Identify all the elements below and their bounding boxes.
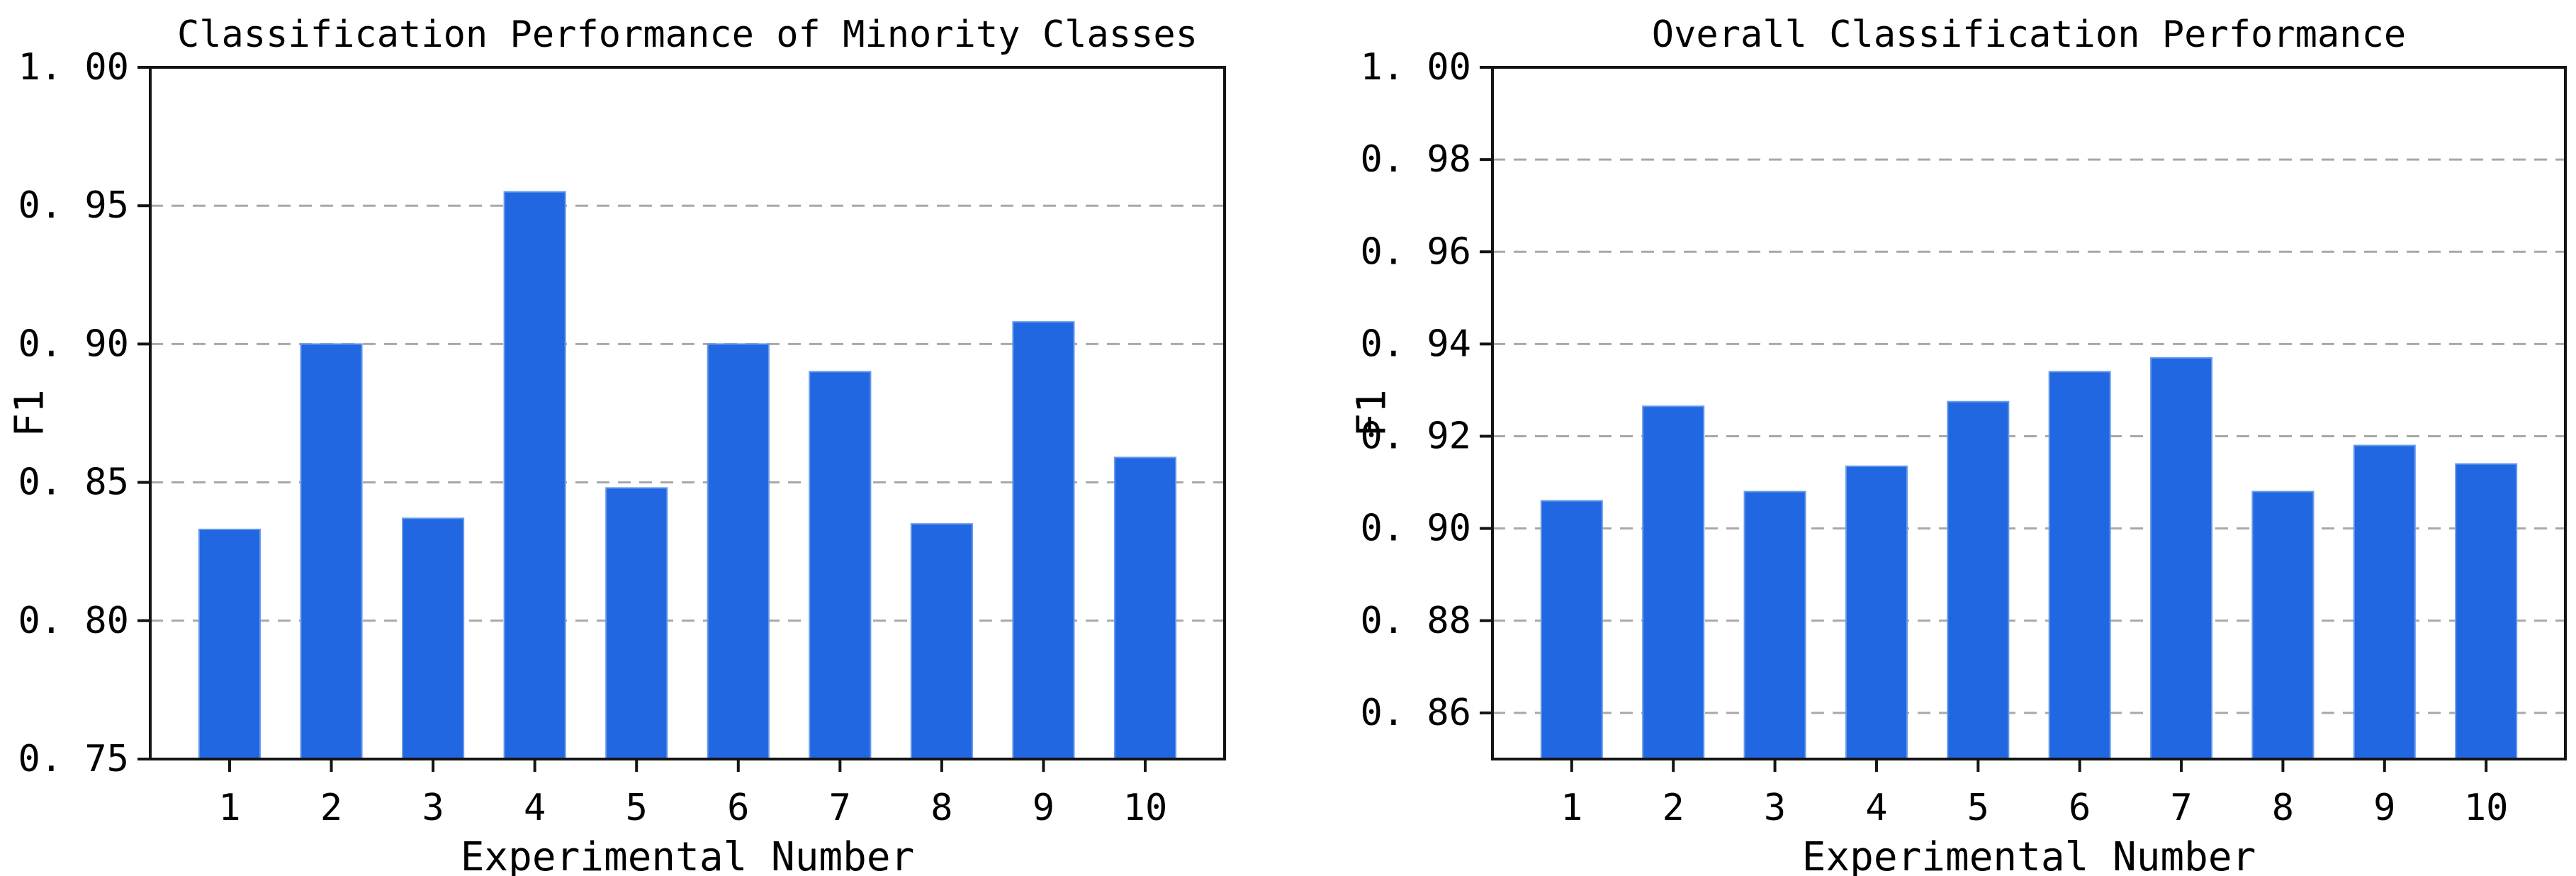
bar-8 (910, 523, 973, 760)
bar-5 (605, 487, 668, 760)
y-tick-label-0.9: 0. 90 (1360, 507, 1471, 550)
y-tick-label-0.88: 0. 88 (1360, 600, 1471, 642)
plot-border (149, 66, 1226, 760)
bar-6 (2048, 371, 2111, 760)
x-tick-label-3: 3 (1764, 787, 1786, 829)
y-tick-label-0.86: 0. 86 (1360, 692, 1471, 734)
x-tick-label-10: 10 (2464, 787, 2509, 829)
y-tick-label-0.92: 0. 92 (1360, 415, 1471, 458)
bars (1540, 356, 2518, 760)
axes (137, 66, 1226, 772)
x-tick-label-1: 1 (1560, 787, 1582, 829)
tick-labels: 1. 00 0. 95 0. 90 0. 85 0. 80 0. 75 1 2 3 4 5 6 7 8 9 1… (18, 46, 1167, 829)
chart-minority-classes: 1. 00 0. 95 0. 90 0. 85 0. 80 0. 75 1 2 3 4 5 6 7 8 9 1… (7, 13, 1226, 876)
x-tick-label-1: 1 (218, 787, 240, 829)
chart-title: Classification Performance of Minority C… (177, 13, 1198, 56)
y-tick-label-0.85: 0. 85 (18, 461, 129, 504)
bar-4 (503, 191, 566, 760)
y-axis-label: F1 (1349, 389, 1395, 437)
x-tick-label-4: 4 (524, 787, 546, 829)
x-tick-label-5: 5 (626, 787, 648, 829)
y-tick-label-1: 1. 00 (18, 46, 129, 89)
y-tick-label-0.9: 0. 90 (18, 322, 129, 365)
bar-4 (1845, 465, 1908, 760)
x-tick-label-6: 6 (2069, 787, 2091, 829)
x-tick-label-10: 10 (1123, 787, 1168, 829)
bar-1 (1540, 500, 1603, 760)
bar-6 (707, 343, 770, 760)
axes (1480, 66, 2567, 772)
y-tick-label-0.94: 0. 94 (1360, 322, 1471, 365)
x-tick-label-9: 9 (2373, 787, 2395, 829)
x-tick-label-9: 9 (1033, 787, 1054, 829)
y-tick-label-0.75: 0. 75 (18, 738, 129, 780)
chart-title: Overall Classification Performance (1652, 13, 2406, 56)
y-tick-label-0.96: 0. 96 (1360, 230, 1471, 273)
x-axis-label: Experimental Number (1802, 834, 2256, 876)
bar-2 (300, 343, 363, 760)
y-tick-label-0.95: 0. 95 (18, 184, 129, 227)
x-tick-label-8: 8 (2272, 787, 2294, 829)
x-tick-label-4: 4 (1865, 787, 1887, 829)
bar-7 (2150, 356, 2213, 760)
x-tick-label-7: 7 (2170, 787, 2192, 829)
x-tick-label-2: 2 (1663, 787, 1684, 829)
bar-3 (402, 517, 465, 760)
bar-1 (198, 528, 261, 760)
y-tick-label-1: 1. 00 (1360, 46, 1471, 89)
bar-9 (2353, 444, 2416, 760)
chart-overall-performance: 1. 00 0. 98 0. 96 0. 94 0. 92 0. 90 0. 88 0. 86… (1349, 13, 2567, 876)
x-axis-label: Experimental Number (461, 834, 915, 876)
x-tick-label-8: 8 (930, 787, 952, 829)
x-tick-label-7: 7 (829, 787, 851, 829)
bar-5 (1947, 400, 2010, 760)
bar-3 (1743, 490, 1806, 760)
bar-8 (2251, 490, 2315, 760)
plot-border (1491, 66, 2567, 760)
tick-labels: 1. 00 0. 98 0. 96 0. 94 0. 92 0. 90 0. 88 0. 86… (1360, 46, 2508, 829)
bar-10 (2455, 463, 2518, 760)
bar-10 (1113, 456, 1177, 760)
x-tick-label-5: 5 (1967, 787, 1989, 829)
x-tick-label-6: 6 (727, 787, 749, 829)
bar-9 (1012, 321, 1075, 760)
y-tick-label-0.8: 0. 80 (18, 600, 129, 642)
x-tick-label-3: 3 (422, 787, 444, 829)
bar-7 (809, 371, 872, 760)
bars (198, 191, 1177, 760)
bar-2 (1642, 405, 1705, 760)
y-tick-label-0.98: 0. 98 (1360, 138, 1471, 181)
y-axis-label: F1 (7, 389, 53, 437)
x-tick-label-2: 2 (320, 787, 342, 829)
